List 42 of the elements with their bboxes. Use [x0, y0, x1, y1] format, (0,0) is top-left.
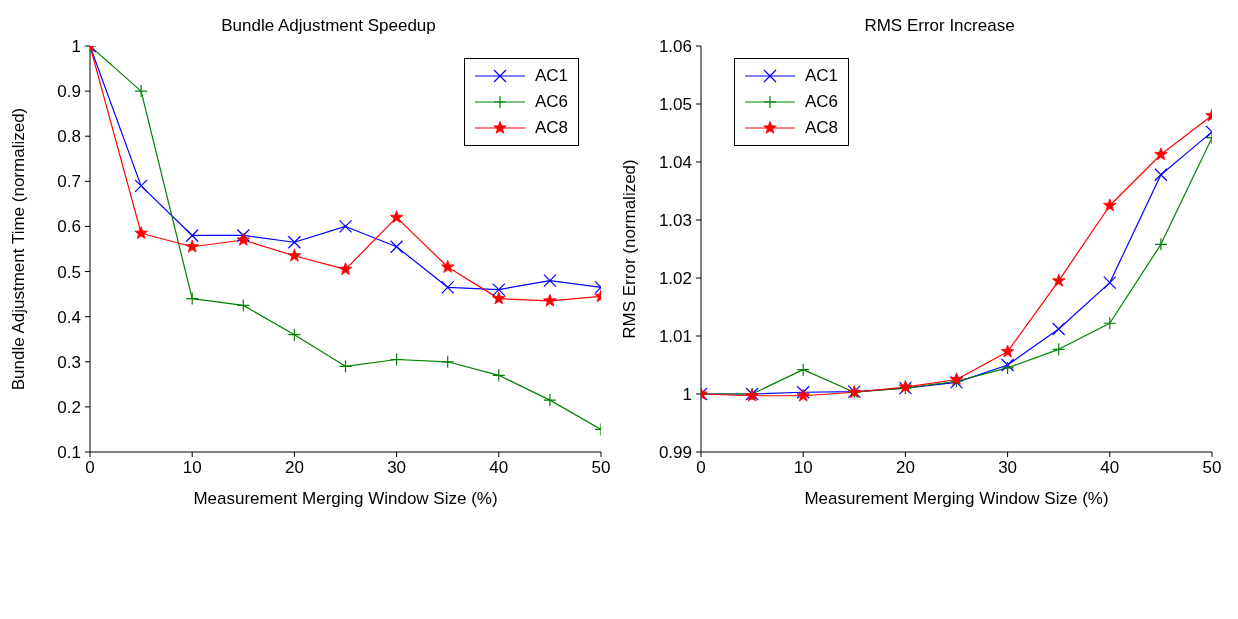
y-tick-label: 0.2 [57, 397, 81, 417]
y-tick-label: 1.03 [658, 211, 692, 231]
y-tick-label: 0.3 [57, 352, 81, 372]
y-tick-label: 0.1 [57, 443, 81, 463]
y-tick-label: 1 [682, 385, 692, 405]
y-tick-label: 1.06 [658, 37, 692, 57]
x-tick-label: 20 [284, 458, 304, 478]
y-tick-label: 0.9 [57, 82, 81, 102]
y-tick-label: 1.01 [658, 327, 692, 347]
y-tick-label: 0.5 [57, 262, 81, 282]
x-tick-label: 50 [591, 458, 611, 478]
x-tick-label: 30 [387, 458, 407, 478]
y-tick-label: 0.7 [57, 172, 81, 192]
legend-label: AC8 [805, 118, 839, 138]
x-tick-label: 20 [895, 458, 915, 478]
x-tick-label: 10 [182, 458, 202, 478]
x-tick-label: 40 [1100, 458, 1120, 478]
x-tick-label: 50 [1202, 458, 1222, 478]
legend-label: AC6 [534, 92, 568, 112]
chart-title: Bundle Adjustment Speedup [220, 16, 437, 36]
y-axis-title: RMS Error (normalized) [620, 159, 640, 339]
y-tick-label: 0.99 [658, 443, 692, 463]
x-tick-label: 0 [696, 458, 706, 478]
x-axis-title: Measurement Merging Window Size (%) [804, 489, 1109, 508]
y-tick-label: 0.8 [57, 127, 81, 147]
legend-label: AC8 [534, 118, 568, 138]
legend-label: AC6 [805, 92, 839, 112]
y-axis-title: Bundle Adjustment Time (normalized) [9, 107, 29, 391]
y-tick-label: 1 [71, 37, 81, 57]
chart-title: RMS Error Increase [863, 16, 1016, 36]
x-tick-label: 10 [793, 458, 813, 478]
y-tick-label: 0.4 [57, 307, 81, 327]
x-tick-label: 0 [85, 458, 95, 478]
x-tick-label: 30 [998, 458, 1018, 478]
legend-label: AC1 [805, 66, 839, 86]
x-axis-title: Measurement Merging Window Size (%) [193, 489, 498, 508]
y-tick-label: 0.6 [57, 217, 81, 237]
y-tick-label: 1.05 [658, 95, 692, 115]
y-tick-label: 1.04 [658, 153, 692, 173]
x-tick-label: 40 [489, 458, 509, 478]
legend-label: AC1 [534, 66, 568, 86]
y-tick-label: 1.02 [658, 269, 692, 289]
